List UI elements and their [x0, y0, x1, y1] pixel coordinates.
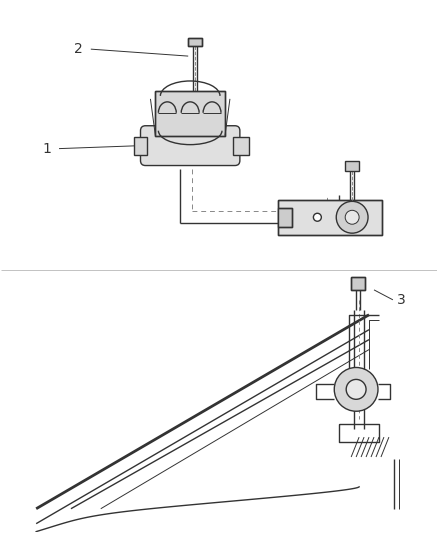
Text: 3: 3: [396, 293, 405, 307]
Text: 2: 2: [74, 42, 82, 56]
FancyBboxPatch shape: [141, 126, 240, 166]
Polygon shape: [155, 91, 225, 136]
Polygon shape: [345, 160, 359, 171]
Polygon shape: [134, 136, 148, 155]
Circle shape: [334, 367, 378, 411]
Circle shape: [346, 379, 366, 399]
Text: 1: 1: [42, 142, 52, 156]
Circle shape: [345, 211, 359, 224]
Polygon shape: [351, 277, 365, 290]
Polygon shape: [233, 136, 249, 155]
Circle shape: [314, 213, 321, 221]
Circle shape: [336, 201, 368, 233]
Polygon shape: [278, 200, 382, 235]
Polygon shape: [188, 38, 202, 46]
Polygon shape: [278, 208, 292, 227]
